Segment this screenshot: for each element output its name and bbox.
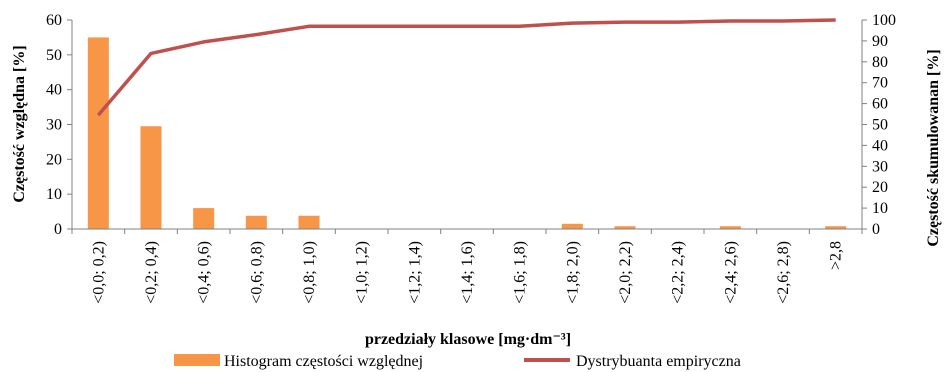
bar	[719, 226, 741, 229]
y-right-tick-label: 0	[872, 221, 880, 238]
x-tick-label: <1,8; 2,0)	[564, 241, 581, 304]
line-layer	[96, 18, 836, 117]
y-left-tick-label: 0	[54, 221, 62, 238]
y-left-tick-label: 50	[46, 47, 62, 64]
y-right-tick-label: 20	[872, 179, 888, 196]
x-tick-label: <1,4; 1,6)	[459, 241, 476, 304]
y-right-tick-label: 50	[872, 117, 888, 134]
y-right-tick-label: 90	[872, 33, 888, 50]
y-left-tick-label: 10	[46, 186, 62, 203]
y-left-tick-label: 60	[46, 12, 62, 29]
bar	[193, 208, 215, 229]
bar	[87, 37, 109, 229]
y-left-axis-title: Częstość względna [%]	[11, 45, 28, 202]
y-left-tick-label: 20	[46, 151, 62, 168]
x-tick-label: <0,0; 0,2)	[90, 241, 107, 304]
y-right-tick-label: 70	[872, 75, 888, 92]
legend-bar-label: Histogram częstości względnej	[224, 353, 423, 370]
x-tick-label: <2,2; 2,4)	[670, 241, 687, 304]
x-tick-label: <0,8; 1,0)	[301, 241, 318, 304]
legend: Histogram częstości względnej Dystrybuan…	[174, 353, 741, 370]
ticks-layer: 0 10 20 30 40 50 60 0 10 20 30 40 50 60 70 80 90 100 <0,0;…	[46, 12, 896, 304]
x-tick-label: <1,2; 1,4)	[406, 241, 423, 304]
x-tick-label: <1,0; 1,2)	[354, 241, 371, 304]
x-tick-label: <0,2; 0,4)	[143, 241, 160, 304]
x-tick-label: <0,4; 0,6)	[196, 241, 213, 304]
axes-layer	[67, 19, 867, 234]
x-tick-label: <2,6; 2,8)	[775, 241, 792, 304]
bar	[298, 215, 320, 229]
y-right-tick-label: 100	[872, 12, 896, 29]
legend-bar-swatch	[174, 354, 220, 366]
bar	[614, 226, 636, 229]
x-tick-label: <2,4; 2,6)	[722, 241, 739, 304]
y-right-tick-label: 40	[872, 137, 888, 154]
bar	[140, 126, 162, 229]
x-tick-label: <1,6; 1,8)	[512, 241, 529, 304]
bar	[561, 223, 583, 229]
y-right-tick-label: 30	[872, 158, 888, 175]
y-right-tick-label: 60	[872, 96, 888, 113]
y-left-tick-label: 30	[46, 117, 62, 134]
bar	[245, 215, 267, 229]
x-tick-label: <2,0; 2,2)	[617, 241, 634, 304]
bars-layer	[87, 37, 847, 229]
y-right-axis-title: Częstość skumulowanan [%]	[925, 49, 942, 246]
legend-line-label: Dystrybuanta empiryczna	[576, 353, 741, 370]
y-right-tick-label: 10	[872, 200, 888, 217]
x-axis-title: przedziały klasowe [mg·dm⁻³]	[365, 331, 571, 348]
bar	[825, 226, 847, 229]
cumulative-line	[96, 18, 836, 117]
x-tick-label: >2,8	[828, 241, 845, 270]
y-right-tick-label: 80	[872, 54, 888, 71]
x-tick-label: <0,6; 0,8)	[248, 241, 265, 304]
y-left-tick-label: 40	[46, 82, 62, 99]
